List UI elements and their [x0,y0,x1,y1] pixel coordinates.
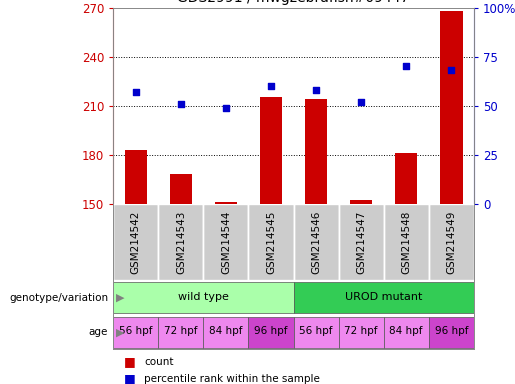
Text: percentile rank within the sample: percentile rank within the sample [144,374,320,384]
Text: GSM214545: GSM214545 [266,210,276,274]
Bar [215,202,237,204]
Text: 96 hpf: 96 hpf [254,326,288,336]
Text: ▶: ▶ [116,293,125,303]
Bar [350,200,372,204]
Text: ■: ■ [124,372,135,384]
Text: 56 hpf: 56 hpf [299,326,333,336]
Text: GSM214549: GSM214549 [447,210,456,274]
Text: 84 hpf: 84 hpf [209,326,243,336]
Text: 96 hpf: 96 hpf [435,326,468,336]
Text: ■: ■ [124,355,135,368]
Bar [260,98,282,204]
Point [402,63,410,70]
Bar [339,316,384,348]
Text: 56 hpf: 56 hpf [119,326,152,336]
Bar [428,204,474,280]
Bar [113,204,159,280]
Text: genotype/variation: genotype/variation [9,293,108,303]
Text: GSM214542: GSM214542 [131,210,141,274]
Bar [203,316,248,348]
Point [447,67,455,73]
Text: GSM214547: GSM214547 [356,210,366,274]
Text: wild type: wild type [178,292,229,302]
Bar [113,282,294,313]
Text: 72 hpf: 72 hpf [164,326,198,336]
Bar [339,204,384,280]
Text: GSM214548: GSM214548 [401,210,411,274]
Bar [125,150,147,204]
Bar [203,204,248,280]
Title: GDS2991 / mwgzebrafish#09447: GDS2991 / mwgzebrafish#09447 [178,0,409,5]
Point [177,101,185,107]
Bar [169,174,192,204]
Bar [440,11,462,204]
Bar [159,316,203,348]
Bar [294,282,474,313]
Text: UROD mutant: UROD mutant [345,292,422,302]
Point [132,89,140,95]
Bar [294,316,339,348]
Bar [294,204,339,280]
Point [267,83,275,89]
Bar [428,316,474,348]
Bar [113,316,159,348]
Text: GSM214546: GSM214546 [311,210,321,274]
Text: age: age [89,327,108,337]
Text: GSM214544: GSM214544 [221,210,231,274]
Text: 84 hpf: 84 hpf [389,326,423,336]
Text: ▶: ▶ [116,327,125,337]
Bar [395,153,418,204]
Text: GSM214543: GSM214543 [176,210,186,274]
Bar [248,316,294,348]
Bar [248,204,294,280]
Point [222,104,230,111]
Bar [159,204,203,280]
Point [312,87,320,93]
Text: count: count [144,356,174,367]
Bar [305,99,328,204]
Text: 72 hpf: 72 hpf [345,326,378,336]
Bar [384,316,428,348]
Point [357,99,365,105]
Bar [384,204,428,280]
